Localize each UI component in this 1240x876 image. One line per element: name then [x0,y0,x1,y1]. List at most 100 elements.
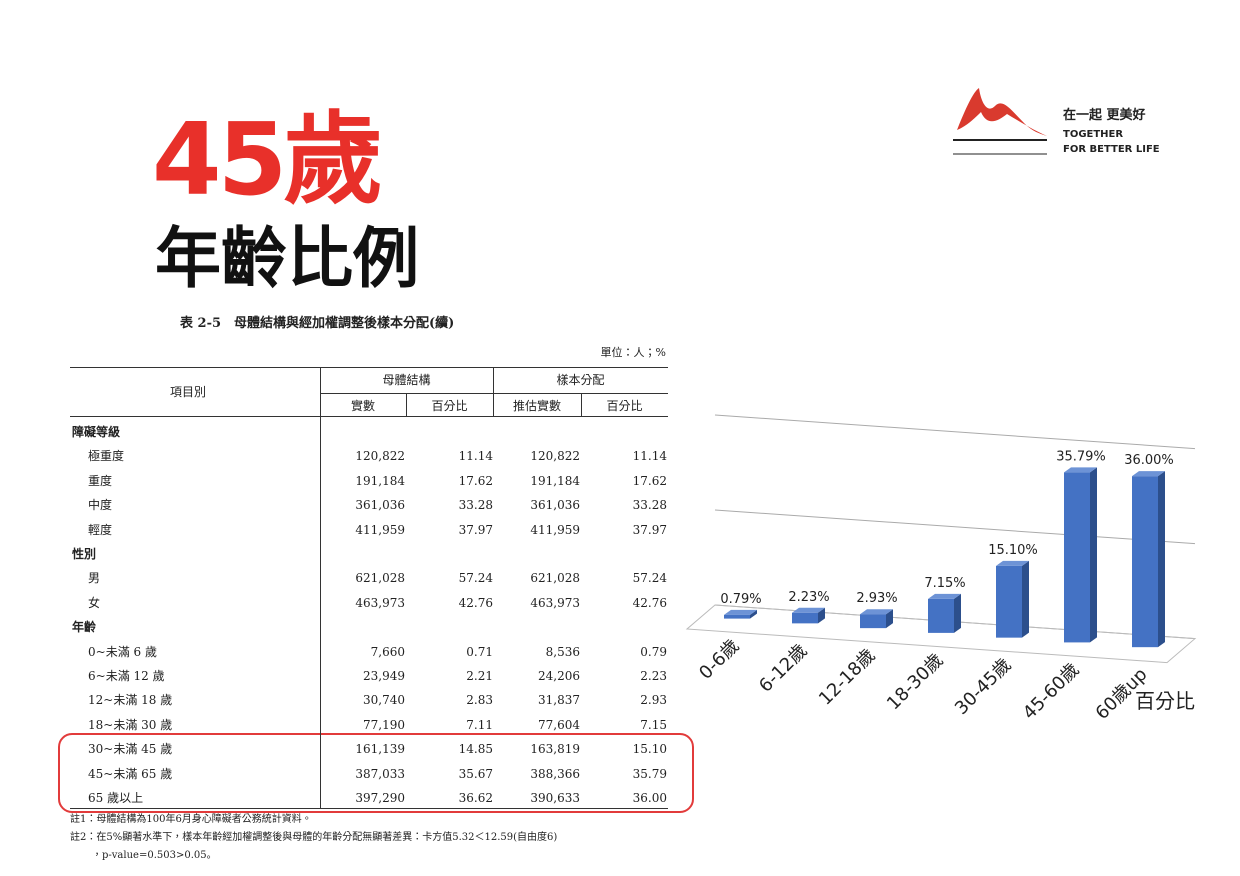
table-cell: 77,190 [363,717,405,732]
table-cell: 14.85 [458,742,493,757]
table-header: 樣本分配 [556,373,605,387]
row-label: 12~未滿 18 歲 [88,693,173,708]
row-group: 性別 [72,547,97,561]
bar-top [996,560,1029,566]
row-label: 輕度 [88,522,113,537]
table-rule [320,393,668,394]
logo-slogan: 在一起 更美好 [1063,107,1146,123]
table-cell: 23,949 [363,669,405,683]
table-cell: 24,206 [538,669,580,683]
bar-side [1090,467,1097,643]
table-rule [406,393,407,416]
table-cell: 411,959 [530,522,580,537]
x-tick-label: 6-12歲 [755,640,811,696]
table-cell: 0.71 [466,644,493,659]
table-cell: 42.76 [632,595,667,610]
highlight-box [58,733,694,813]
row-label: 30~未滿 45 歲 [88,742,173,757]
row-label: 45~未滿 65 歲 [88,766,173,781]
slide-title: 45歲 [152,101,383,218]
bar-top [1064,467,1097,473]
bar [996,565,1022,638]
x-tick-label: 30-45歲 [951,654,1016,719]
table-cell: 11.14 [458,449,493,464]
bar-side [1158,471,1165,648]
bar-top [928,593,961,599]
logo-text: TOGETHER [1063,129,1123,140]
bar-side [818,607,825,624]
row-label: 6~未滿 12 歲 [88,669,165,683]
bar [860,614,886,629]
grid-line [714,414,1196,450]
row-label: 0~未滿 6 歲 [88,644,157,659]
table-cell: 17.62 [632,473,667,488]
table-cell: 42.76 [458,595,493,610]
row-label: 18~未滿 30 歲 [88,717,173,732]
table-note: 註2：在5%顯著水準下，樣本年齡經加權調整後與母體的年齡分配無顯著差異：卡方值5… [70,832,558,843]
bar-side [954,593,961,633]
row-label: 中度 [88,498,113,513]
table-cell: 161,139 [355,742,405,757]
table-cell: 33.28 [632,498,667,513]
table-cell: 57.24 [458,571,493,586]
bar-side [1022,560,1029,638]
bar-side [750,609,757,619]
legend-label: 百分比 [1135,689,1195,713]
table-cell: 411,959 [355,522,405,537]
bar [1064,472,1090,643]
row-label: 重度 [88,473,113,488]
table-cell: 463,973 [530,595,580,610]
x-tick-label: 18-30歲 [883,650,948,715]
table-cell: 57.24 [632,571,667,586]
logo: 在一起 更美好 TOGETHER FOR BETTER LIFE [953,88,1160,155]
bar-top [792,607,825,613]
table-cell: 387,033 [355,766,405,781]
table-cell: 191,184 [355,473,405,488]
table-cell: 2.21 [466,669,493,683]
table-cell: 35.67 [458,766,493,781]
table-cell: 2.23 [640,669,667,683]
table-rule [320,367,321,808]
table-cell: 2.93 [640,693,667,708]
table-note: ，p-value=0.503>0.05。 [92,850,217,861]
table-cell: 120,822 [355,449,405,464]
logo-text: FOR BETTER LIFE [1063,144,1160,155]
data-label: 15.10% [988,543,1038,558]
bar-top [1132,471,1165,477]
x-tick-label: 12-18歲 [815,645,880,710]
data-label: 2.23% [788,590,829,605]
slide-subtitle: 年齡比例 [155,220,419,297]
x-tick-label: 45-60歲 [1019,659,1084,724]
data-label: 36.00% [1124,453,1174,468]
table-cell: 621,028 [355,571,405,586]
table-cell: 31,837 [538,693,580,708]
table-cell: 15.10 [632,742,667,757]
row-label: 男 [88,571,101,586]
table-rule [581,393,582,416]
table-cell: 397,290 [355,791,405,805]
table-rule [70,416,668,417]
row-label: 極重度 [88,449,125,464]
table-header: 百分比 [606,399,643,413]
table-header: 項目別 [170,385,207,399]
table-cell: 35.79 [632,766,667,781]
table-rule [493,367,494,416]
table-cell: 361,036 [355,498,405,513]
table-note: 註1：母體結構為100年6月身心障礙者公務統計資料。 [70,814,312,825]
logo-mark [957,88,1047,136]
data-label: 2.93% [856,591,897,606]
table-cell: 0.79 [640,644,667,659]
table-rule [70,367,668,368]
bar-top [724,609,757,615]
data-label: 35.79% [1056,449,1106,464]
table-cell: 8,536 [545,644,580,659]
table-cell: 37.97 [632,522,667,537]
row-label: 女 [88,595,101,610]
table-cell: 7.11 [466,717,493,732]
table-cell: 361,036 [530,498,580,513]
bar [724,614,750,619]
table-cell: 2.83 [466,693,493,708]
row-group: 年齡 [72,620,97,635]
